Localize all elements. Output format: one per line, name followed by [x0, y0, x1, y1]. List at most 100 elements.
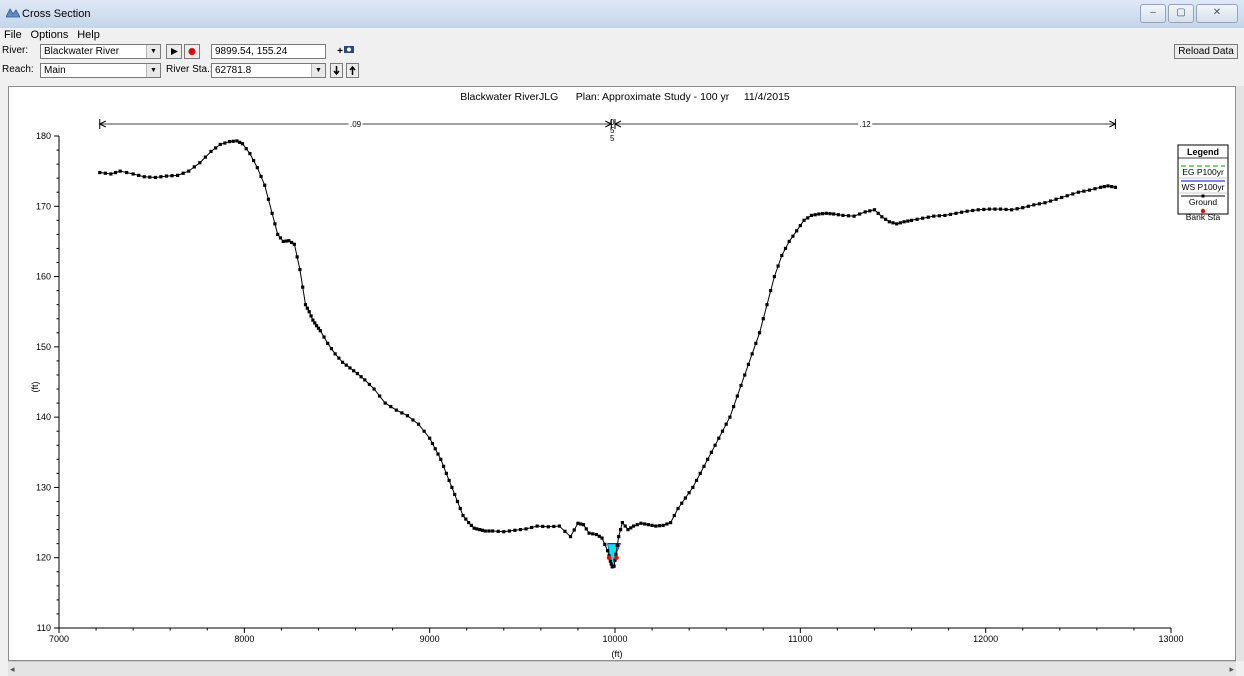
ground-point: [416, 422, 421, 426]
ground-point: [750, 352, 754, 356]
ground-point: [813, 213, 817, 217]
ground-point: [1110, 185, 1114, 189]
ground-point: [400, 411, 404, 415]
ground-point: [1037, 202, 1042, 206]
station-select-value: 62781.8: [215, 65, 252, 76]
scroll-left-icon[interactable]: ◂: [10, 664, 15, 674]
ground-point: [895, 222, 899, 226]
scroll-right-icon[interactable]: ▸: [1229, 664, 1234, 674]
station-select[interactable]: 62781.8 ▼: [211, 63, 326, 78]
menu-help[interactable]: Help: [77, 29, 100, 41]
ground-point: [244, 147, 248, 151]
menu-file[interactable]: File: [4, 29, 22, 41]
ground-point: [887, 220, 891, 224]
maximize-button[interactable]: ▢: [1168, 4, 1194, 23]
bank-station-point: [606, 555, 612, 561]
ground-point: [475, 527, 479, 531]
ground-point: [620, 520, 625, 525]
ground-point: [706, 457, 710, 461]
ground-point: [820, 212, 825, 216]
ground-point: [948, 212, 953, 216]
ground-point: [329, 347, 334, 351]
ground-point: [1071, 192, 1075, 196]
ground-point: [541, 524, 545, 529]
ground-point: [959, 210, 964, 214]
ground-point: [661, 523, 665, 527]
ground-point: [159, 175, 163, 179]
x-tick-label: 7000: [49, 634, 69, 644]
ground-point: [513, 528, 517, 532]
ground-point: [1098, 185, 1103, 189]
ground-point: [315, 324, 319, 328]
ground-point: [603, 542, 607, 546]
y-tick-label: 140: [36, 412, 51, 422]
menu-options[interactable]: Options: [30, 29, 69, 41]
ground-point: [103, 171, 107, 175]
ground-point: [316, 326, 321, 330]
ground-point: [1093, 187, 1097, 191]
close-button[interactable]: ✕: [1196, 4, 1238, 23]
ground-point: [263, 183, 267, 187]
river-select-value: Blackwater River: [44, 46, 120, 57]
station-up-button[interactable]: [346, 63, 359, 78]
ground-point: [337, 356, 341, 360]
legend-swatch-marker: [1201, 194, 1205, 198]
ground-point: [669, 520, 673, 525]
ground-point: [248, 151, 252, 156]
manning-arrow: [98, 120, 106, 128]
ground-point: [142, 175, 146, 179]
manning-label: .09: [350, 120, 362, 129]
station-down-button[interactable]: [330, 63, 343, 78]
vertical-scrollbar[interactable]: [1236, 86, 1244, 661]
x-tick-label: 13000: [1158, 634, 1183, 644]
ground-point: [783, 246, 788, 251]
ground-point: [1004, 207, 1008, 212]
ground-point: [776, 264, 780, 268]
reach-label: Reach:: [2, 64, 34, 75]
chart-title: Blackwater RiverJLG Plan: Approximate St…: [460, 91, 790, 103]
ground-point: [289, 240, 294, 245]
horizontal-scrollbar[interactable]: ◂ ▸: [8, 661, 1236, 676]
ground-point: [694, 478, 699, 482]
ground-point: [791, 234, 795, 238]
ground-point: [623, 524, 627, 528]
ground-point: [1032, 203, 1036, 207]
ground-point: [309, 314, 313, 318]
record-button[interactable]: [184, 44, 200, 59]
ground-point: [639, 521, 643, 525]
y-tick-label: 150: [36, 342, 51, 352]
ground-point: [153, 175, 157, 180]
ground-point: [584, 527, 588, 531]
ground-point: [643, 522, 647, 526]
ground-point: [298, 267, 302, 272]
ground-point: [340, 360, 345, 364]
manning-label-bg: [348, 119, 363, 129]
ground-point: [605, 549, 610, 553]
reload-data-button[interactable]: Reload Data: [1174, 44, 1238, 59]
ground-point: [487, 529, 491, 533]
play-button[interactable]: [166, 44, 182, 59]
ground-point: [322, 335, 326, 339]
ground-point: [355, 371, 359, 376]
river-label: River:: [2, 45, 29, 56]
ground-point: [635, 523, 639, 527]
add-camera-button[interactable]: +: [332, 44, 360, 59]
ground-point: [579, 522, 583, 526]
ground-point: [125, 170, 129, 175]
ground-point: [971, 208, 975, 213]
ground-point: [524, 527, 528, 531]
ground-point: [318, 329, 322, 333]
ground-point: [876, 211, 880, 215]
reach-select[interactable]: Main ▼: [40, 63, 161, 78]
ground-point: [405, 414, 410, 418]
ground-point: [287, 239, 291, 243]
ground-point: [608, 559, 612, 563]
ground-point: [683, 496, 688, 500]
minimize-button[interactable]: –: [1140, 4, 1166, 23]
ground-point: [352, 369, 356, 373]
ground-point: [439, 457, 443, 461]
x-axis-label: (ft): [612, 649, 623, 659]
reach-select-value: Main: [44, 65, 66, 76]
river-select[interactable]: Blackwater River ▼: [40, 44, 161, 59]
ground-point: [587, 531, 591, 535]
